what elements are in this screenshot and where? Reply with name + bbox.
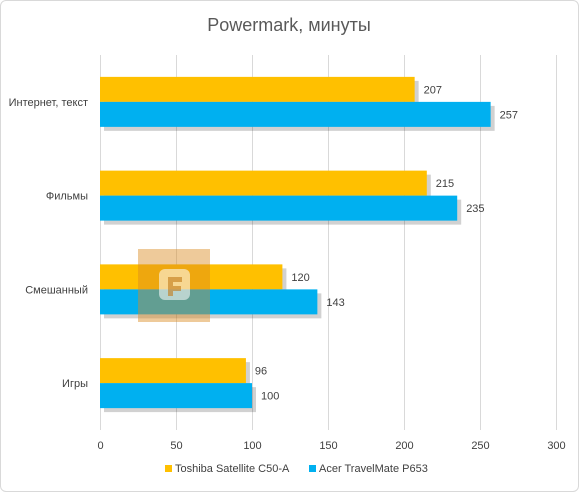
x-tick-label: 250: [471, 440, 489, 452]
legend-label: Acer TravelMate P653: [319, 463, 428, 475]
labels: 0 50 100 150 200 250 300 Интернет, текст 207 257 Ф…: [9, 84, 566, 452]
data-label: 215: [436, 178, 454, 190]
category-label: Игры: [62, 378, 88, 390]
legend-label: Toshiba Satellite C50-A: [175, 463, 290, 475]
data-label: 143: [326, 297, 344, 309]
chart-title: Powermark, минуты: [207, 15, 371, 35]
watermark-logo: [138, 249, 210, 322]
bar: [100, 170, 427, 196]
bar: [100, 264, 283, 290]
x-tick-label: 200: [395, 440, 413, 452]
bar: [100, 358, 246, 384]
category-label: Фильмы: [46, 191, 88, 203]
bars: [100, 76, 495, 413]
data-label: 100: [261, 391, 279, 403]
data-label: 120: [291, 272, 309, 284]
data-label: 96: [255, 366, 267, 378]
x-tick-label: 300: [547, 440, 565, 452]
legend-swatch: [309, 465, 316, 472]
data-label: 207: [424, 84, 442, 96]
category-label: Интернет, текст: [9, 97, 88, 109]
legend-swatch: [165, 465, 172, 472]
bar: [100, 101, 491, 127]
x-tick-label: 100: [243, 440, 261, 452]
x-tick-label: 50: [170, 440, 182, 452]
bar: [100, 289, 318, 315]
bar: [100, 195, 458, 221]
data-label: 257: [500, 109, 518, 121]
data-label: 235: [466, 203, 484, 215]
x-tick-label: 0: [97, 440, 103, 452]
bar: [100, 76, 415, 102]
x-tick-label: 150: [319, 440, 337, 452]
category-label: Смешанный: [25, 284, 88, 296]
bar: [100, 383, 252, 409]
legend: Toshiba Satellite C50-A Acer TravelMate P…: [165, 463, 428, 475]
